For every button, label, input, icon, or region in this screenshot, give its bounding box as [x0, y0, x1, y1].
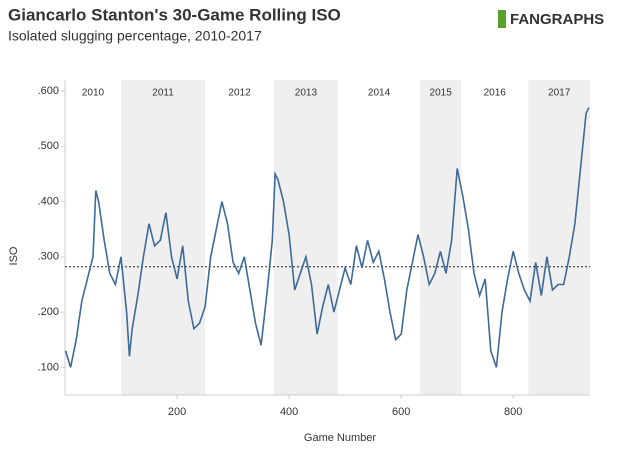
- x-tick-label: 400: [280, 406, 298, 418]
- chart-title: Giancarlo Stanton's 30-Game Rolling ISO: [8, 5, 341, 24]
- y-tick-label: .300: [38, 251, 59, 263]
- x-tick-label: 200: [168, 406, 186, 418]
- season-label: 2010: [82, 88, 105, 99]
- brand: FANGRAPHS: [510, 11, 604, 28]
- plot-area: 2010 2011 2012 2013 2014 2015 2016 2017 .100 .200…: [38, 80, 590, 418]
- y-tick-label: .200: [38, 306, 59, 318]
- x-tick-label: 800: [504, 406, 522, 418]
- season-label: 2011: [152, 88, 174, 99]
- season-band: [528, 80, 590, 395]
- season-band: [420, 80, 462, 395]
- brand-icon: [498, 10, 506, 28]
- y-tick-label: .600: [38, 85, 59, 97]
- x-axis-label: Game Number: [304, 432, 376, 444]
- y-tick-label: .400: [38, 195, 59, 207]
- chart-subtitle: Isolated slugging percentage, 2010-2017: [8, 28, 262, 44]
- season-band: [121, 80, 206, 395]
- season-label: 2013: [295, 88, 318, 99]
- iso-line: [64, 107, 590, 368]
- season-label: 2016: [484, 88, 507, 99]
- y-tick-label: .500: [38, 140, 59, 152]
- season-label: 2017: [548, 88, 571, 99]
- season-label: 2014: [368, 88, 391, 99]
- season-label: 2012: [228, 88, 251, 99]
- season-band: [273, 80, 338, 395]
- y-axis-label: ISO: [8, 246, 20, 265]
- y-tick-label: .100: [38, 361, 59, 373]
- season-label: 2015: [430, 88, 453, 99]
- x-tick-label: 600: [392, 406, 410, 418]
